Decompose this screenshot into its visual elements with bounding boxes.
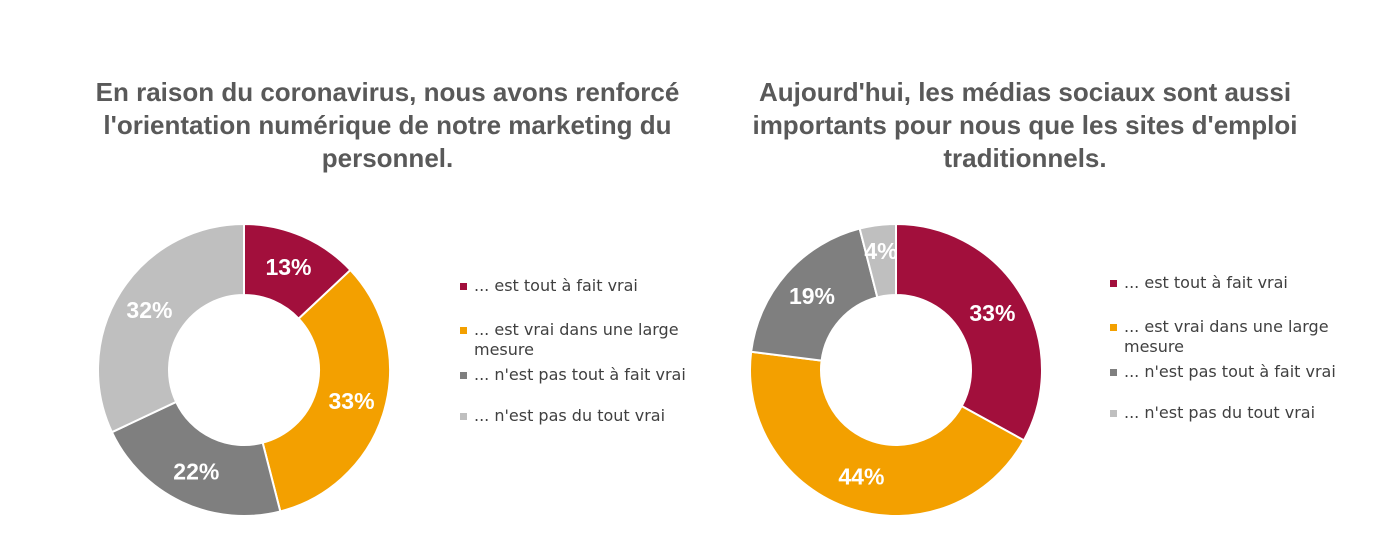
data-label-0-3: 32% [126,297,172,323]
donut-slice-0-1 [261,268,391,513]
legend-label: ... n'est pas tout à fait vrai [474,365,686,384]
legend-swatch [1110,280,1117,287]
legend-item: ... n'est pas du tout vrai [1110,403,1354,423]
legend-label: ... est vrai dans une large mesure [1124,317,1329,356]
data-label-1-0: 33% [969,300,1015,326]
legend-swatch [460,327,467,334]
legend-swatch [460,372,467,379]
data-label-1-2: 19% [789,283,835,309]
legend-item: ... est vrai dans une large mesure [460,320,704,360]
legend-swatch [460,283,467,290]
legend-item: ... est vrai dans une large mesure [1110,317,1354,357]
data-label-0-0: 13% [265,254,311,280]
legend-label: ... n'est pas tout à fait vrai [1124,362,1336,381]
donut-slice-1-1 [749,350,1026,517]
legend-label: ... est tout à fait vrai [1124,273,1288,292]
legend-item: ... est tout à fait vrai [1110,273,1354,293]
data-label-1-1: 44% [838,464,884,490]
legend-swatch [1110,410,1117,417]
legend-label: ... n'est pas du tout vrai [474,406,666,425]
legend-item: ... n'est pas tout à fait vrai [460,365,704,385]
legend-label: ... est vrai dans une large mesure [474,320,679,359]
legend-swatch [460,413,467,420]
legend-item: ... n'est pas tout à fait vrai [1110,362,1354,382]
donut-slice-0-2 [110,400,282,517]
donut-slice-0-3 [97,222,245,434]
legend-item: ... n'est pas du tout vrai [460,406,704,426]
data-label-1-3: 4% [864,238,897,264]
donut-slice-1-3 [858,222,897,299]
legend-swatch [1110,324,1117,331]
legend-swatch [1110,369,1117,376]
chart-title-right: Aujourd'hui, les médias sociaux sont aus… [752,77,1298,173]
data-label-0-1: 33% [329,388,375,414]
chart-title-left: En raison du coronavirus, nous avons ren… [95,77,680,173]
donut-slice-1-2 [750,227,879,362]
legend-item: ... est tout à fait vrai [460,276,704,296]
donut-slice-1-0 [895,222,1043,442]
data-label-0-2: 22% [173,458,219,484]
legend-label: ... est tout à fait vrai [474,276,638,295]
legend-label: ... n'est pas du tout vrai [1124,403,1316,422]
